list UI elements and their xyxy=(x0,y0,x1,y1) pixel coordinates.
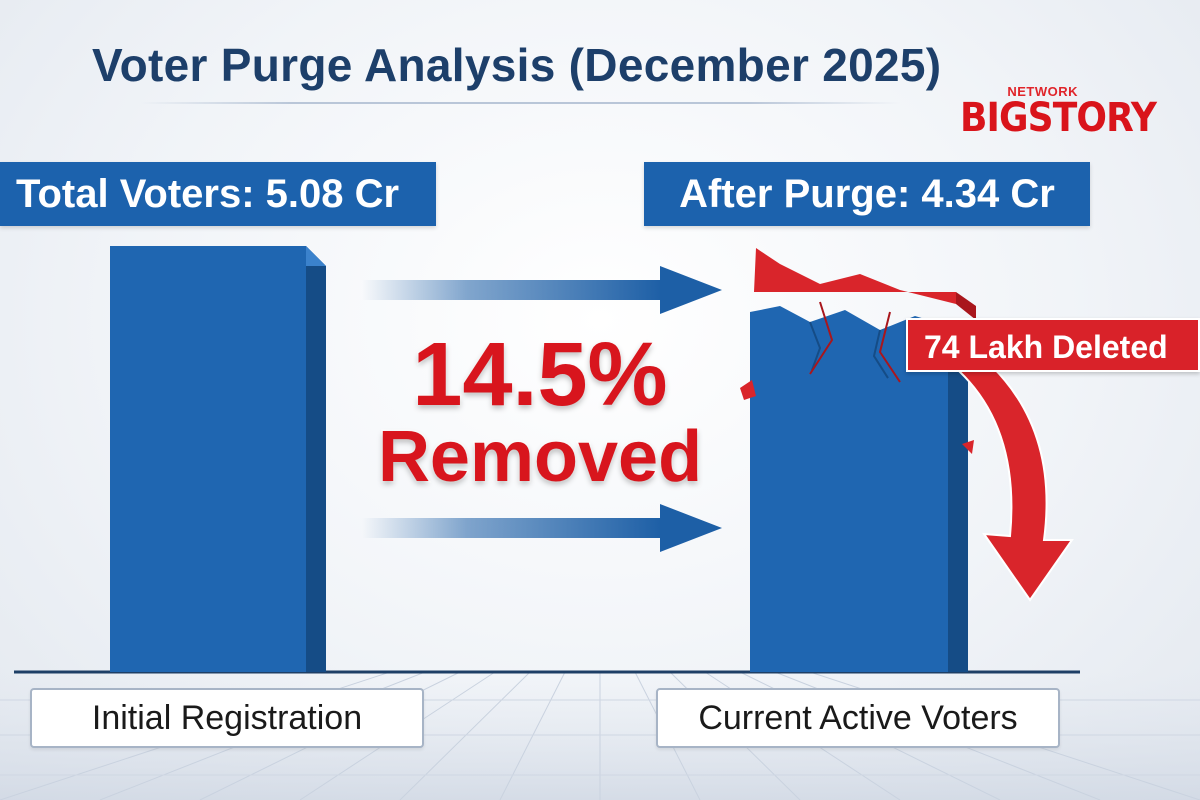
bar-initial-registration xyxy=(110,246,326,672)
chart-title: Voter Purge Analysis (December 2025) xyxy=(92,39,942,91)
deleted-fragment-1 xyxy=(740,380,756,400)
deleted-fragment-2 xyxy=(962,440,974,454)
floor-line xyxy=(499,671,566,800)
bar-current-crack-1 xyxy=(809,321,822,371)
category-label-initial-registration: Initial Registration xyxy=(30,688,424,748)
deleted-count-badge: 74 Lakh Deleted xyxy=(906,318,1200,372)
value-label-after-purge: After Purge: 4.34 Cr xyxy=(644,162,1090,226)
bar-initial-side xyxy=(306,246,326,672)
logo-main-text: BIGSTORY xyxy=(960,95,1157,141)
flow-arrow-top xyxy=(362,266,722,314)
deleted-segment-side xyxy=(956,292,976,321)
down-arrow xyxy=(958,350,1074,602)
category-label-current-active-voters: Current Active Voters xyxy=(656,688,1060,748)
deleted-segment xyxy=(740,248,976,454)
title-divider xyxy=(140,102,900,104)
bar-current-side xyxy=(948,326,968,672)
flow-arrow-bottom xyxy=(362,504,722,552)
bar-current-crack-2 xyxy=(872,329,889,379)
bar-current-front xyxy=(750,306,948,672)
deleted-segment-front xyxy=(754,248,956,305)
deleted-crack-2 xyxy=(878,311,901,383)
bar-current-active-voters xyxy=(750,306,968,672)
removed-label: Removed xyxy=(376,417,703,498)
removed-percentage: 14.5% xyxy=(411,325,669,425)
value-label-total-voters: Total Voters: 5.08 Cr xyxy=(0,162,436,226)
bar-initial-front xyxy=(110,246,306,672)
deleted-crack-1 xyxy=(809,301,834,375)
logo-network-text: NETWORK xyxy=(1007,84,1078,99)
floor-line xyxy=(399,671,531,800)
bigstory-logo: NETWORK BIGSTORY xyxy=(960,84,1157,142)
